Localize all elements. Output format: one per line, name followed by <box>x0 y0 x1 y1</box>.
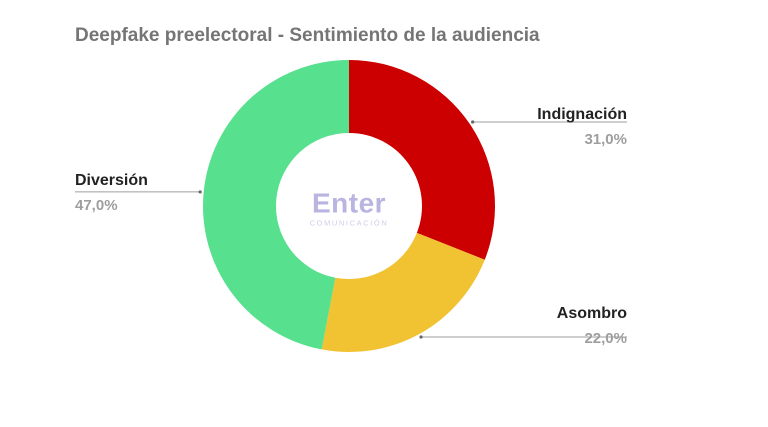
chart-title: Deepfake preelectoral - Sentimiento de l… <box>75 25 540 46</box>
slice-label-asombro: Asombro <box>556 305 627 322</box>
slice-label-indignacion: Indignación <box>537 106 627 123</box>
enter-comunicacion-logo: Enter COMUNICACIÓN <box>310 189 389 227</box>
slice-asombro <box>321 232 485 352</box>
leader-dot <box>471 120 475 124</box>
leader-dot <box>419 335 423 339</box>
logo-subtitle: COMUNICACIÓN <box>309 218 389 228</box>
slice-diversion <box>202 60 349 350</box>
slice-value-asombro: 22,0% <box>584 330 627 347</box>
slice-indignacion <box>349 60 495 260</box>
slice-value-indignacion: 31,0% <box>584 131 627 148</box>
logo-wordmark: Enter <box>311 187 387 219</box>
leader-dot <box>198 190 202 194</box>
slice-value-diversion: 47,0% <box>75 197 118 214</box>
slice-label-diversion: Diversión <box>75 172 148 189</box>
